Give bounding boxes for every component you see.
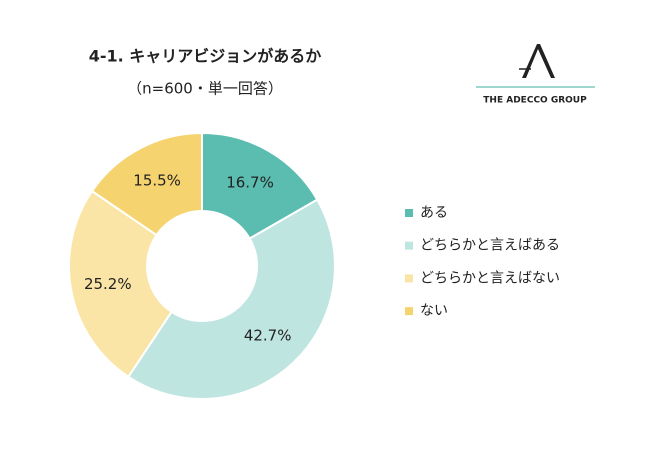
- legend-label: どちらかと言えばない: [420, 270, 560, 286]
- legend-label: ない: [420, 303, 448, 319]
- data-label: 15.5%: [133, 172, 181, 190]
- legend-swatch: [405, 307, 413, 316]
- legend-swatch: [405, 209, 413, 217]
- data-label: 25.2%: [84, 275, 132, 293]
- legend-swatch: [405, 274, 413, 283]
- legend-label: ある: [420, 205, 448, 221]
- logo-text: THE ADECCO GROUP: [483, 96, 587, 106]
- donut-slice: [90, 131, 203, 237]
- donut-slice: [201, 131, 319, 240]
- data-label: 16.7%: [226, 173, 274, 191]
- data-label: 42.7%: [244, 327, 292, 345]
- legend-swatch: [405, 241, 413, 250]
- chart-title: 4-1. キャリアビジョンがあるか: [89, 47, 322, 66]
- donut-slice: [126, 198, 336, 400]
- logo-mark: [522, 44, 555, 78]
- donut-slice: [68, 189, 173, 379]
- legend-label: どちらかと言えばある: [420, 238, 560, 254]
- logo: THE ADECCO GROUP: [476, 44, 595, 106]
- chart-subtitle: （n=600・単一回答）: [127, 80, 283, 98]
